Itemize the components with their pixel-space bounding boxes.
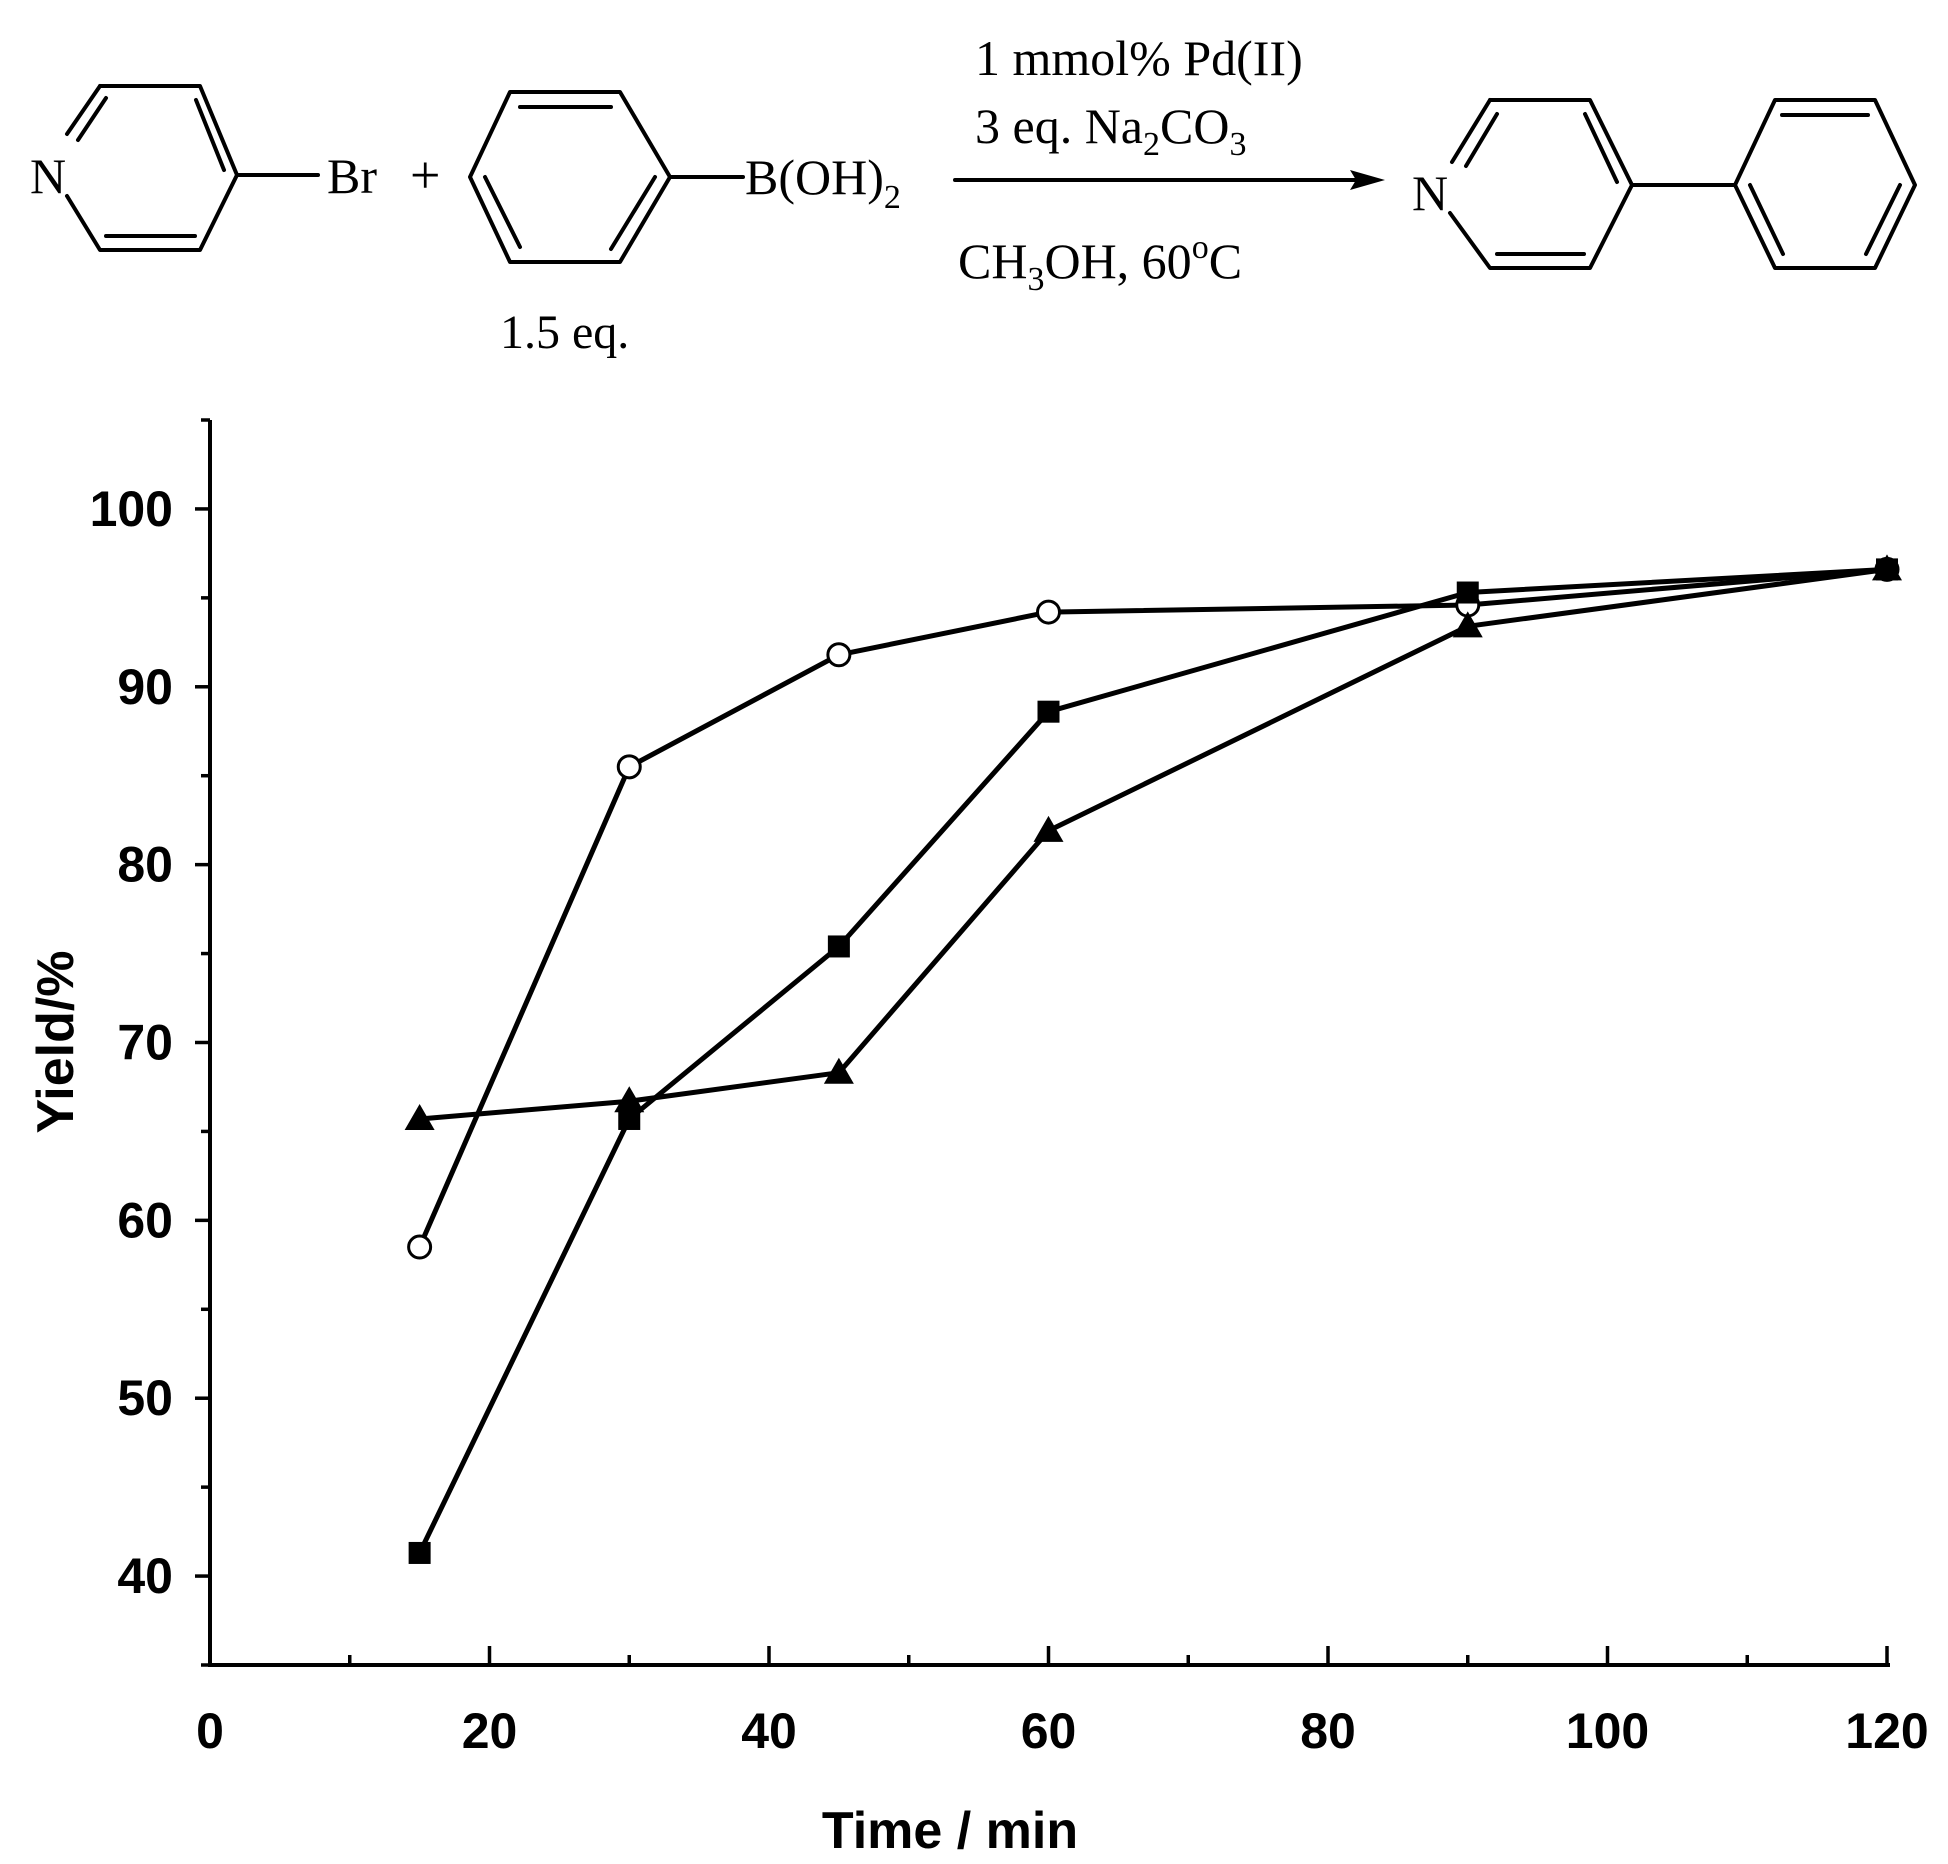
open-circle-point xyxy=(407,1234,433,1260)
x-tick-label: 20 xyxy=(462,1703,518,1759)
axis-ticks xyxy=(195,418,1889,1667)
filled-square-point xyxy=(1037,700,1060,723)
reaction-arrow xyxy=(953,170,1385,190)
filled-square-point xyxy=(618,1107,641,1130)
series-line-square-filled xyxy=(417,566,1888,1555)
filled-square-point xyxy=(1456,581,1479,604)
arrow-head xyxy=(1350,170,1385,190)
filled-triangle-point xyxy=(1872,554,1902,581)
condition-base: 3 eq. Na2CO3 xyxy=(975,98,1246,163)
x-tick-label: 120 xyxy=(1845,1703,1928,1759)
data-markers xyxy=(404,554,1902,1564)
boronic-acid-subscript: 2 xyxy=(884,179,901,216)
filled-triangle-point xyxy=(1452,611,1483,638)
y-tick-label: 100 xyxy=(90,481,173,537)
filled-triangle-point xyxy=(614,1086,645,1113)
open-circle-point xyxy=(1036,599,1061,625)
series-line-triangle-filled xyxy=(419,566,1888,1122)
x-tick-label: 0 xyxy=(196,1703,224,1759)
filled-triangle-point xyxy=(404,1103,435,1130)
boronic-acid-text: B(OH) xyxy=(745,149,884,205)
y-tick-label: 60 xyxy=(117,1192,173,1248)
reaction-scheme: N Br + B(OH)2 1.5 eq. 1 mmol% Pd(II) 3 e… xyxy=(30,30,1917,359)
y-tick-label: 70 xyxy=(117,1015,173,1071)
y-tick-label: 80 xyxy=(117,837,173,893)
condition-catalyst: 1 mmol% Pd(II) xyxy=(975,30,1303,86)
x-axis-label: Time / min xyxy=(822,1802,1078,1860)
open-circle-point xyxy=(616,754,642,780)
plus-sign: + xyxy=(410,145,440,205)
filled-triangle-point xyxy=(1033,815,1064,842)
open-circle-point xyxy=(826,642,852,668)
reactant-4-bromopyridine: N Br xyxy=(30,84,377,252)
reactant-phenylboronic-acid: B(OH)2 1.5 eq. xyxy=(468,90,901,359)
x-tick-label: 60 xyxy=(1021,1703,1077,1759)
bromo-label: Br xyxy=(327,148,377,204)
filled-triangle-point xyxy=(823,1057,854,1084)
filled-square-point xyxy=(827,935,850,958)
boronic-acid-label: B(OH)2 xyxy=(745,149,901,216)
product-nitrogen-label: N xyxy=(1412,165,1448,221)
x-tick-label: 100 xyxy=(1566,1703,1649,1759)
product-4-phenylpyridine: N xyxy=(1412,98,1917,270)
x-tick-label: 80 xyxy=(1300,1703,1356,1759)
y-tick-label: 50 xyxy=(117,1370,173,1426)
tick-labels: 0 20 40 60 80 100 120 40 50 60 70 80 90 100 xyxy=(90,481,1929,1759)
y-tick-label: 40 xyxy=(117,1548,173,1604)
series-lines xyxy=(417,566,1888,1555)
condition-solvent-temperature: CH3OH, 60oC xyxy=(958,229,1242,298)
y-axis-label: Yield/% xyxy=(27,950,85,1133)
filled-square-point xyxy=(408,1541,431,1564)
series-line-circle-open xyxy=(417,566,1888,1249)
pyridine-nitrogen-label: N xyxy=(30,148,66,204)
yield-time-chart: 0 20 40 60 80 100 120 40 50 60 70 80 90 100 Time / mi… xyxy=(27,418,1929,1860)
equivalents-label: 1.5 eq. xyxy=(500,306,629,359)
x-tick-label: 40 xyxy=(741,1703,797,1759)
y-tick-label: 90 xyxy=(117,659,173,715)
